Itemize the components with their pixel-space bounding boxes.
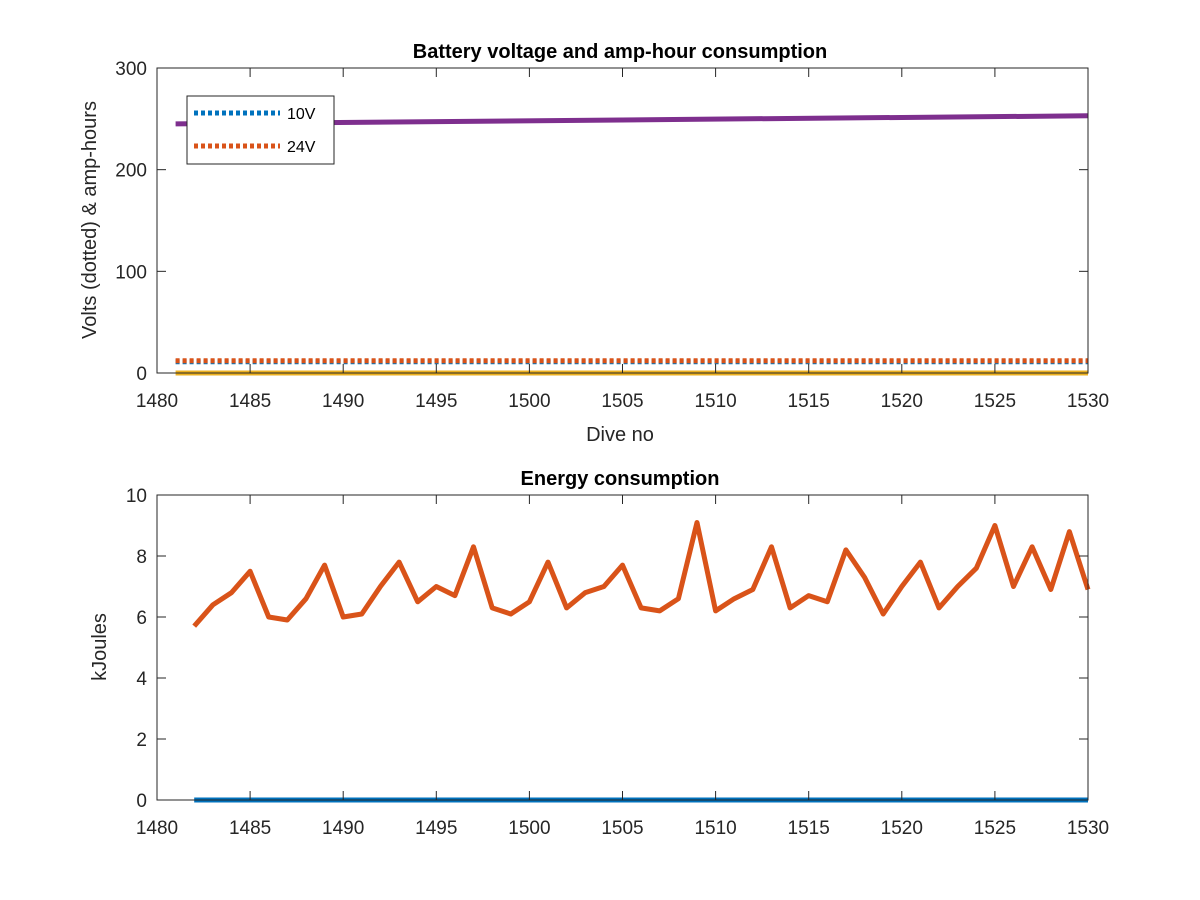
y-tick-label: 4 (136, 669, 147, 690)
tick-layer: 1480 1485 1490 1495 1500 1505 1510 1515 1520 1525… (115, 59, 1109, 412)
x-tick-label: 1510 (694, 391, 736, 412)
y-tick-label: 2 (136, 730, 147, 751)
chart-title: Battery voltage and amp-hour consumption (413, 41, 827, 63)
legend-label-24v: 24V (287, 139, 316, 156)
chart-energy: Energy consumption 1480 1485 1490 1495 1500 1… (89, 468, 1109, 839)
x-tick-label: 1495 (415, 818, 457, 839)
chart-battery: Battery voltage and amp-hour consumption… (79, 41, 1109, 446)
x-tick-label: 1530 (1067, 818, 1109, 839)
y-tick-label: 200 (115, 161, 147, 182)
y-tick-label: 8 (136, 547, 147, 568)
x-tick-label: 1500 (508, 818, 550, 839)
x-tick-label: 1480 (136, 391, 178, 412)
y-tick-label: 300 (115, 59, 147, 80)
x-tick-label: 1480 (136, 818, 178, 839)
x-tick-label: 1485 (229, 818, 271, 839)
y-tick-label: 0 (136, 364, 147, 385)
x-tick-label: 1515 (788, 391, 830, 412)
y-tick-label: 0 (136, 791, 147, 812)
x-tick-label: 1495 (415, 391, 457, 412)
x-tick-label: 1490 (322, 818, 364, 839)
y-axis-label: Volts (dotted) & amp-hours (79, 101, 101, 339)
y-tick-label: 100 (115, 262, 147, 283)
x-tick-label: 1505 (601, 818, 643, 839)
x-tick-label: 1530 (1067, 391, 1109, 412)
x-tick-label: 1525 (974, 391, 1016, 412)
y-axis-label: kJoules (89, 613, 111, 681)
x-tick-label: 1505 (601, 391, 643, 412)
chart-title: Energy consumption (521, 468, 720, 490)
x-tick-label: 1510 (694, 818, 736, 839)
x-tick-label: 1520 (881, 818, 923, 839)
tick-layer: 1480 1485 1490 1495 1500 1505 1510 1515 1520 1525… (126, 486, 1109, 839)
x-tick-label: 1490 (322, 391, 364, 412)
legend-label-10v: 10V (287, 106, 316, 123)
x-tick-label: 1525 (974, 818, 1016, 839)
x-tick-label: 1515 (788, 818, 830, 839)
y-tick-label: 10 (126, 486, 147, 507)
legend: 10V 24V (186, 95, 335, 165)
x-tick-label: 1485 (229, 391, 271, 412)
legend-box (186, 95, 335, 165)
series-line-1-1 (192, 520, 1091, 628)
x-tick-label: 1520 (881, 391, 923, 412)
y-tick-label: 6 (136, 608, 147, 629)
x-axis-label: Dive no (586, 424, 654, 446)
x-tick-label: 1500 (508, 391, 550, 412)
